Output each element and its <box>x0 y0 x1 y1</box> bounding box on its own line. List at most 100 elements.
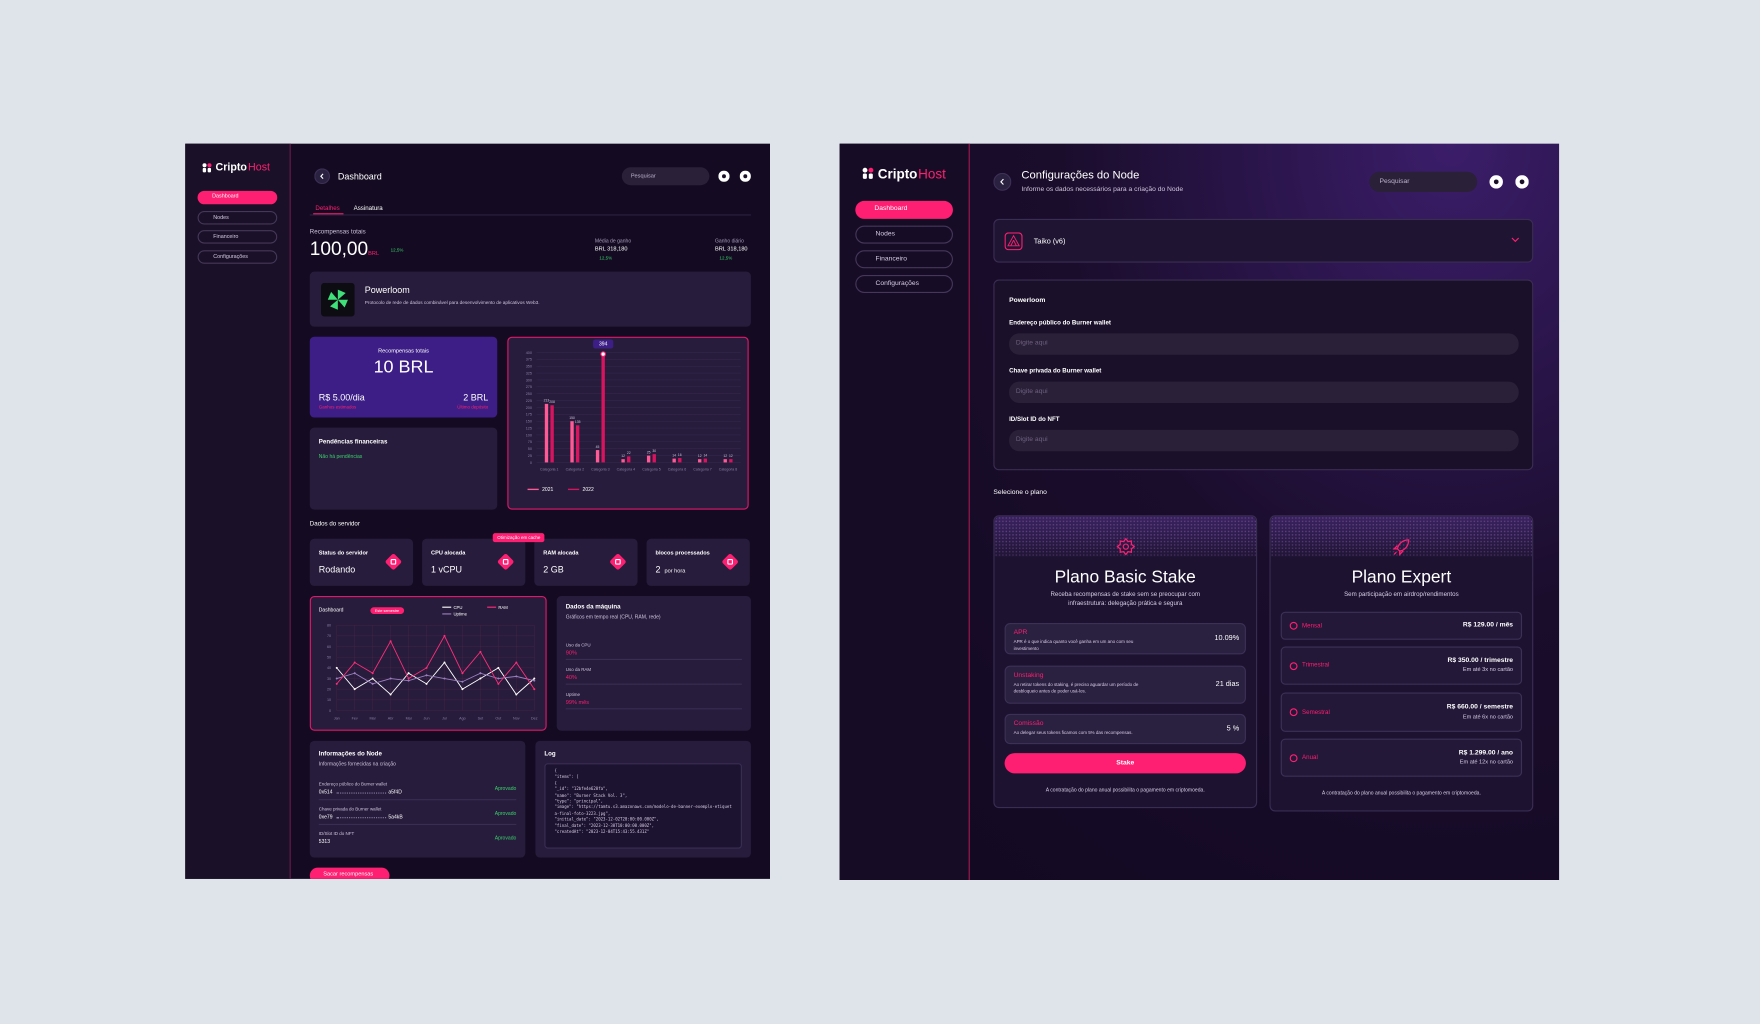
series-point <box>443 677 446 680</box>
series-line <box>336 672 535 685</box>
series-point <box>407 677 410 680</box>
sidebar <box>185 143 291 879</box>
x-tick-label: Categoria 1 <box>540 467 559 471</box>
tab[interactable]: Detalhes <box>315 205 340 213</box>
plan-row-value: 5 % <box>1226 724 1240 733</box>
nav-item[interactable]: Dashboard <box>855 200 953 219</box>
plan-icon <box>1392 539 1410 556</box>
log-box: {"items": [{"_id": "12bfe4e620fa", "name"… <box>544 763 742 849</box>
log-line: "final_date": "2023-12-30T10:00:00.000Z"… <box>554 823 655 828</box>
back-button <box>314 168 330 185</box>
tab[interactable]: Assinatura <box>353 205 383 213</box>
series-point <box>533 679 536 682</box>
node-settings-screen: Cripto Host Dashboard Nodes Financeiro Config… <box>839 143 1560 881</box>
nav-item[interactable]: Configurações <box>197 250 278 264</box>
plan-row-value: 10.09% <box>1214 634 1240 643</box>
series-line <box>336 634 535 690</box>
bar <box>544 403 549 463</box>
plan-option[interactable] <box>1280 611 1523 640</box>
series-point <box>389 693 392 696</box>
plan-icon <box>1116 537 1136 556</box>
plan-option[interactable] <box>1280 692 1523 732</box>
series-point <box>407 679 410 682</box>
y-tick-label: 325 <box>526 371 532 375</box>
plan-option[interactable] <box>1280 646 1523 685</box>
x-tick-label: Categoria 8 <box>719 467 738 471</box>
gear-icon <box>1116 537 1136 556</box>
series-point <box>353 672 356 675</box>
field-label: Chave privada do Burner wallet <box>1009 368 1102 375</box>
series-point <box>497 666 500 669</box>
bar-value-label: 12 <box>621 454 625 458</box>
machine-row-label: Uso da CPU <box>565 642 591 648</box>
bar-value-label: 16 <box>678 453 682 457</box>
radio <box>1289 708 1298 717</box>
bar <box>646 455 651 463</box>
stake-button[interactable]: Stake <box>1004 753 1246 774</box>
bar <box>595 450 600 463</box>
y-tick-label: 25 <box>528 454 532 458</box>
server-card-glyph <box>502 558 509 565</box>
bar-value-label: 213 <box>544 399 550 403</box>
node-row-end: a5f4D <box>388 789 402 795</box>
rewards-label: Recompensas totais <box>378 347 429 355</box>
plan-header-fade <box>1270 536 1533 582</box>
server-card-label: Status do servidor <box>318 550 369 557</box>
back-chevron <box>1000 178 1004 185</box>
network-select-value: Taiko (v6) <box>1033 237 1066 246</box>
option-installments: Em até 6x no cartão <box>1462 713 1514 721</box>
y-tick-label: 300 <box>526 378 532 382</box>
x-tick-label: Fev <box>352 716 358 720</box>
node-row-status: Aprovado <box>494 785 517 792</box>
icon-frame <box>1004 232 1023 251</box>
search-field[interactable]: Pesquisar <box>1369 171 1478 192</box>
nav-item[interactable]: Configurações <box>855 275 953 293</box>
chart-title: Dashboard <box>319 608 344 614</box>
radio <box>1289 621 1298 630</box>
text-input[interactable]: Digite aqui <box>1009 429 1519 452</box>
plan-row-name: APR <box>1013 629 1028 637</box>
log-line: "initial_date": "2023-12-02T20:00:00.000… <box>554 817 659 822</box>
y-tick-label: 70 <box>327 634 331 638</box>
nav-item[interactable]: Nodes <box>197 211 278 225</box>
machine-row-label: Uptime <box>565 691 580 698</box>
gear-hole <box>1122 543 1129 550</box>
withdraw-button[interactable]: Sacar recompensas <box>309 867 390 879</box>
stat-value: BRL 318,180 <box>715 245 748 253</box>
project-name: Powerloom <box>364 285 410 296</box>
series-point <box>479 672 482 675</box>
y-tick-label: 150 <box>526 420 532 424</box>
period-dropdown[interactable] <box>370 607 405 614</box>
log-line: "createdAt": "2023-12-04T15:43:55.431Z" <box>554 829 650 835</box>
icon-glyph <box>1007 234 1020 247</box>
plan-row-name: Comissão <box>1013 720 1044 728</box>
radio <box>1289 661 1298 670</box>
plan-option[interactable] <box>1280 738 1523 777</box>
nav-item[interactable]: Dashboard <box>197 190 278 205</box>
network-select[interactable] <box>993 218 1534 263</box>
dashboard-screen: Cripto Host Dashboard Nodes Financeiro Config… <box>185 143 771 879</box>
plan-note: A contratação do plano anual possibilita… <box>1321 790 1481 796</box>
brand-accent: Host <box>248 161 271 174</box>
server-card-glyph <box>615 558 621 565</box>
nav-item[interactable]: Financeiro <box>197 230 278 244</box>
back-button <box>993 172 1012 191</box>
logo-dot <box>207 163 212 168</box>
legend-label: 2021 <box>542 487 553 493</box>
section-title: Selecione o plano <box>993 489 1047 497</box>
brand-name: Cripto <box>877 166 918 182</box>
search-field[interactable]: Pesquisar <box>621 167 710 186</box>
nav-item[interactable]: Nodes <box>855 225 953 244</box>
stat-value: BRL 318,180 <box>594 245 628 253</box>
bar-value-label: 22 <box>627 451 631 455</box>
logo-icon <box>862 167 874 179</box>
y-tick-label: 75 <box>528 440 532 444</box>
nav-item[interactable]: Financeiro <box>855 250 953 269</box>
plan-row <box>1004 665 1246 704</box>
select-chevron <box>1511 237 1520 243</box>
text-input[interactable]: Digite aqui <box>1009 333 1519 355</box>
bar <box>575 425 580 463</box>
tab-underline <box>313 213 344 215</box>
text-input[interactable]: Digite aqui <box>1009 381 1519 403</box>
